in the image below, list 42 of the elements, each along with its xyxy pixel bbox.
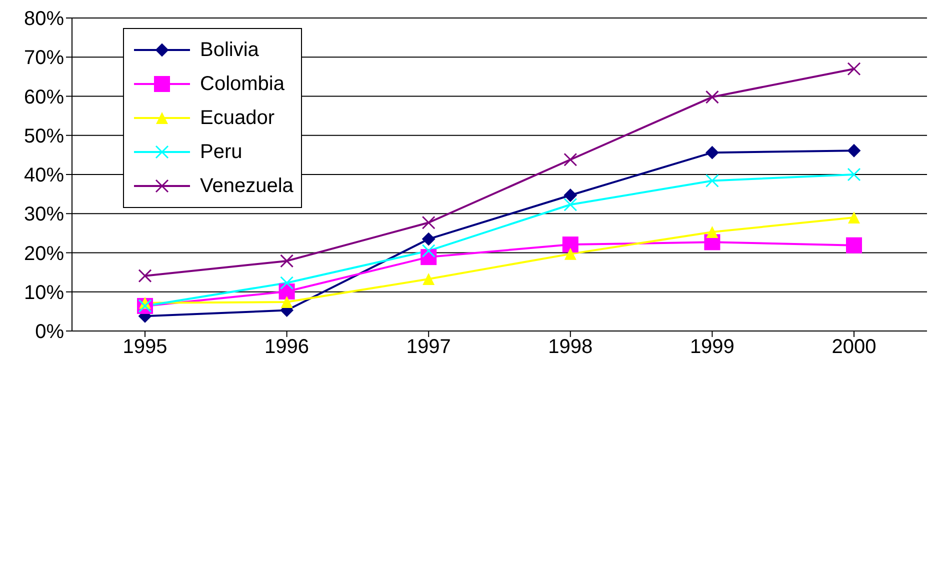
point [280, 276, 294, 290]
point [422, 232, 436, 246]
y-tick-label: 40% [24, 164, 64, 187]
point [138, 269, 152, 283]
y-tick-label: 80% [24, 8, 64, 30]
legend-label: Ecuador [200, 106, 274, 130]
x-tick-label: 1999 [690, 336, 734, 358]
point [422, 272, 435, 285]
point [706, 146, 719, 160]
point [564, 248, 576, 260]
point [705, 174, 719, 188]
legend-label: Colombia [200, 72, 284, 96]
legend-label: Bolivia [200, 38, 259, 62]
x-tick-label: 1996 [264, 336, 310, 358]
legend-label: Peru [200, 140, 242, 164]
y-tick-label: 20% [24, 242, 64, 265]
y-tick-label: 30% [24, 204, 64, 226]
point [564, 188, 577, 202]
point [422, 216, 436, 230]
y-tick-label: 10% [24, 282, 64, 304]
y-tick-label: 70% [24, 47, 64, 70]
point [848, 212, 860, 224]
point [847, 168, 861, 182]
y-tick-label: 50% [24, 125, 64, 148]
point [847, 62, 861, 76]
point [564, 198, 578, 212]
y-tick-label: 60% [24, 86, 64, 108]
point [848, 144, 860, 158]
point [706, 226, 718, 238]
y-tick-label: 0% [35, 321, 64, 344]
point [280, 296, 293, 308]
x-tick-label: 2000 [832, 336, 876, 358]
legend-label: Venezuela [200, 174, 294, 198]
x-tick-label: 1997 [406, 336, 451, 358]
point [562, 236, 578, 253]
point [564, 152, 578, 166]
point [280, 254, 294, 268]
point [422, 244, 436, 258]
point [705, 90, 719, 104]
x-tick-label: 1998 [548, 336, 593, 358]
point [846, 237, 862, 254]
x-tick-label: 1995 [122, 336, 168, 358]
